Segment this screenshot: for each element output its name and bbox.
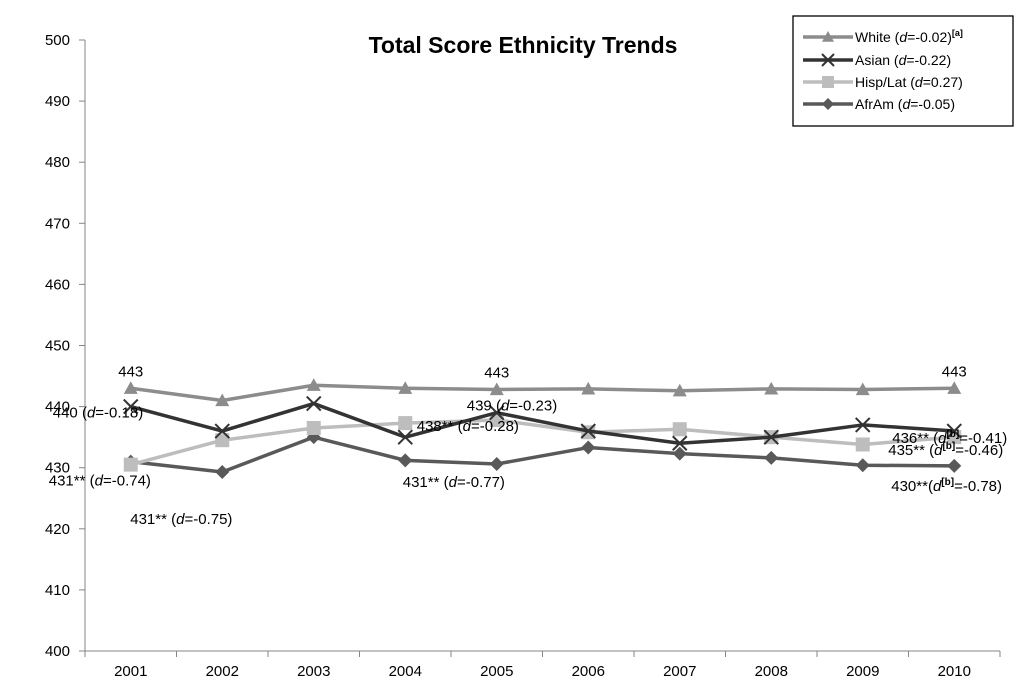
data-point-asian bbox=[580, 423, 596, 439]
data-point-white bbox=[215, 393, 230, 407]
data-point-white bbox=[123, 381, 138, 394]
y-tick-label: 480 bbox=[45, 154, 70, 171]
series-line-hisp-lat bbox=[130, 418, 955, 467]
legend-marker-white bbox=[822, 31, 834, 42]
x-tick-label: 2005 bbox=[480, 663, 513, 680]
data-label: 436** (d[b]=-0.41) bbox=[892, 429, 1007, 447]
data-label: 431** (d=-0.77) bbox=[403, 474, 505, 491]
data-point-white bbox=[855, 382, 870, 396]
data-point-asian bbox=[306, 395, 322, 412]
x-tick-label: 2008 bbox=[755, 663, 788, 680]
legend-label-afram: AfrAm (d=-0.05) bbox=[855, 96, 955, 112]
x-tick-label: 2009 bbox=[846, 663, 879, 680]
y-tick-label: 430 bbox=[45, 460, 70, 477]
data-point-asian bbox=[855, 417, 871, 433]
data-label: 431** (d=-0.75) bbox=[130, 511, 232, 528]
legend-item-hisp-lat: Hisp/Lat (d=0.27) bbox=[803, 74, 963, 90]
series-line-asian bbox=[130, 401, 955, 446]
x-tick-label: 2003 bbox=[297, 663, 330, 680]
x-tick-label: 2006 bbox=[572, 663, 605, 680]
y-tick-label: 450 bbox=[45, 338, 70, 355]
data-point-asian bbox=[489, 405, 505, 421]
data-point-afram bbox=[215, 464, 230, 479]
data-point-afram bbox=[581, 440, 596, 455]
data-label: 440 (d=-0.18) bbox=[53, 405, 144, 422]
series-line-afram bbox=[130, 435, 955, 474]
data-point-hisp-lat bbox=[398, 416, 413, 431]
x-tick-label: 2007 bbox=[663, 663, 696, 680]
legend-marker-hisp-lat bbox=[822, 76, 834, 88]
data-point-hisp-lat bbox=[215, 433, 230, 448]
legend-marker-afram bbox=[822, 98, 834, 110]
data-point-hisp-lat bbox=[855, 437, 870, 452]
y-tick-label: 500 bbox=[45, 32, 70, 49]
y-tick-label: 490 bbox=[45, 93, 70, 110]
series-asian bbox=[123, 395, 962, 451]
y-tick-label: 470 bbox=[45, 215, 70, 232]
data-label: 439 (d=-0.23) bbox=[467, 398, 558, 415]
data-point-afram bbox=[947, 458, 962, 473]
data-point-white bbox=[306, 378, 321, 391]
data-point-asian bbox=[397, 429, 413, 445]
data-label: 443 bbox=[942, 363, 967, 380]
data-point-white bbox=[764, 381, 779, 395]
data-point-asian bbox=[672, 435, 688, 451]
data-point-afram bbox=[764, 450, 779, 465]
data-point-asian bbox=[763, 429, 779, 445]
legend-marker-asian bbox=[821, 53, 835, 67]
data-point-afram bbox=[489, 457, 504, 472]
data-label: 431** (d=-0.74) bbox=[49, 473, 151, 490]
data-point-afram bbox=[672, 446, 687, 461]
legend-label-white: White (d=-0.02)[a] bbox=[855, 28, 963, 45]
data-point-afram bbox=[855, 458, 870, 473]
series-white bbox=[123, 378, 962, 407]
data-point-white bbox=[947, 381, 962, 394]
data-label: 443 bbox=[484, 364, 509, 381]
data-label: 438** (d=-0.28) bbox=[417, 418, 519, 435]
x-tick-label: 2002 bbox=[206, 663, 239, 680]
series-afram bbox=[123, 430, 962, 479]
x-tick-label: 2010 bbox=[938, 663, 971, 680]
data-point-white bbox=[489, 382, 504, 396]
x-tick-label: 2004 bbox=[389, 663, 422, 680]
data-point-asian bbox=[214, 423, 230, 439]
data-point-white bbox=[672, 383, 687, 397]
x-tick-label: 2001 bbox=[114, 663, 147, 680]
legend-label-hisp-lat: Hisp/Lat (d=0.27) bbox=[855, 74, 963, 90]
series-line-white bbox=[130, 383, 955, 403]
data-point-white bbox=[581, 381, 596, 395]
data-label: 430**(d[b]=-0.78) bbox=[891, 477, 1002, 495]
y-tick-label: 400 bbox=[45, 643, 70, 660]
data-label: 435** (d[b]=-0.46) bbox=[888, 441, 1003, 459]
data-point-hisp-lat bbox=[306, 420, 321, 435]
y-tick-label: 440 bbox=[45, 399, 70, 416]
chart-title: Total Score Ethnicity Trends bbox=[369, 32, 678, 58]
legend-item-white: White (d=-0.02)[a] bbox=[803, 28, 963, 45]
legend: White (d=-0.02)[a] Asian (d=-0.22) Hisp/La… bbox=[792, 15, 1014, 127]
data-point-hisp-lat bbox=[672, 422, 687, 437]
data-point-asian bbox=[946, 423, 962, 439]
legend-item-asian: Asian (d=-0.22) bbox=[803, 52, 951, 68]
data-point-hisp-lat bbox=[123, 457, 138, 472]
y-tick-label: 460 bbox=[45, 276, 70, 293]
y-tick-label: 420 bbox=[45, 521, 70, 538]
legend-label-asian: Asian (d=-0.22) bbox=[855, 52, 951, 68]
y-tick-label: 410 bbox=[45, 582, 70, 599]
data-point-white bbox=[398, 381, 413, 394]
data-point-asian bbox=[123, 398, 139, 415]
legend-item-afram: AfrAm (d=-0.05) bbox=[803, 96, 955, 112]
data-point-afram bbox=[398, 453, 413, 468]
data-label: 443 bbox=[118, 363, 143, 380]
